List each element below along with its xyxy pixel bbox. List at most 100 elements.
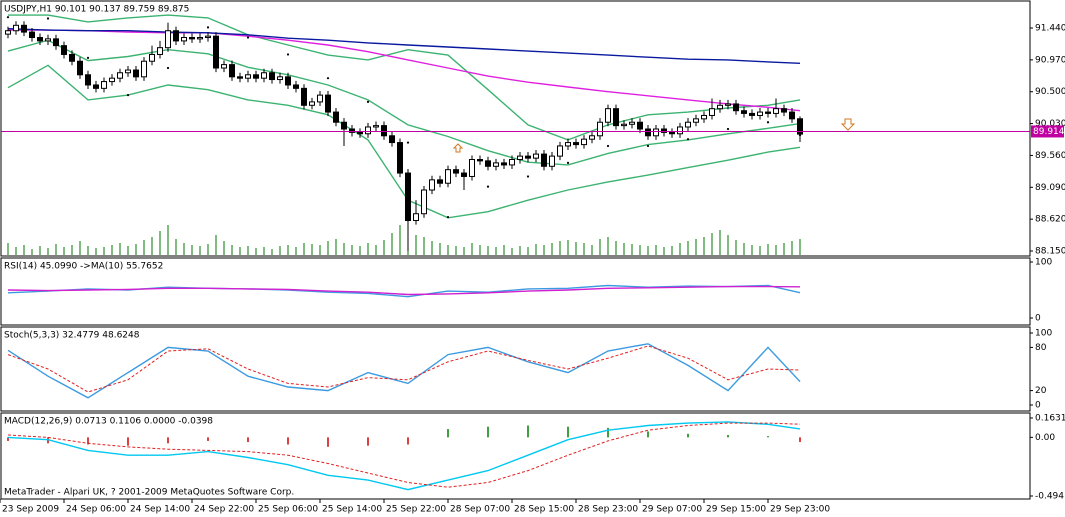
candle-body — [533, 153, 539, 159]
sar-dot — [46, 17, 50, 20]
candle-body — [269, 72, 275, 81]
y-tick-label: -0.494 — [1035, 492, 1064, 502]
indicator-line — [7, 421, 801, 491]
sar-dot — [606, 144, 610, 148]
candle-body — [677, 126, 683, 135]
candle-body — [421, 189, 427, 215]
candle-body — [765, 111, 771, 114]
candle-body — [213, 35, 219, 69]
x-tick-label: 29 Sep 23:00 — [770, 505, 830, 515]
candle-body — [509, 159, 515, 166]
candle-body — [29, 31, 35, 39]
candle-body — [605, 108, 611, 123]
candle-body — [709, 108, 715, 116]
candle-body — [701, 114, 707, 120]
candle-body — [653, 128, 659, 137]
x-tick-label: 29 Sep 15:00 — [706, 505, 766, 515]
candle-body — [109, 77, 115, 83]
candle-body — [749, 112, 755, 116]
panel-frame — [0, 257, 1031, 326]
sar-dot — [286, 53, 290, 56]
candle-body — [37, 37, 43, 42]
y-tick-label: 90.500 — [1035, 87, 1065, 97]
candle-body — [621, 123, 627, 127]
indicator-line — [8, 14, 801, 141]
sar-dot — [246, 36, 250, 39]
x-tick-label: 25 Sep 14:00 — [322, 505, 382, 515]
candle-body — [389, 135, 395, 144]
x-tick-label: 25 Sep 06:00 — [258, 505, 318, 515]
candle-body — [549, 155, 555, 167]
sar-dot — [486, 185, 490, 188]
sar-dot — [726, 127, 730, 131]
candle-body — [93, 84, 99, 89]
sar-dot — [406, 141, 410, 144]
x-tick-label: 28 Sep 23:00 — [578, 505, 638, 515]
candle-body — [629, 121, 635, 125]
candle-body — [125, 69, 131, 74]
y-tick-label: 90.970 — [1035, 55, 1065, 65]
indicator-line — [8, 29, 801, 112]
sar-dot — [166, 66, 170, 70]
candle-body — [773, 108, 779, 114]
buy-arrow — [452, 143, 464, 153]
candle-body — [717, 104, 723, 110]
candle-body — [301, 87, 307, 106]
candle-body — [21, 24, 27, 33]
candle-body — [445, 169, 451, 184]
candle-body — [405, 172, 411, 222]
y-tick-label: 88.620 — [1035, 215, 1065, 225]
candle-body — [597, 121, 603, 137]
candle-body — [261, 72, 267, 79]
candle-body — [661, 128, 667, 133]
sar-dot — [6, 16, 10, 19]
candle-body — [45, 38, 51, 42]
candle-body — [781, 108, 787, 113]
indicator-line — [7, 343, 801, 399]
candle-body — [117, 72, 123, 79]
sar-dot — [126, 94, 130, 97]
sell-arrow — [840, 118, 856, 131]
candle-body — [397, 142, 403, 174]
price-label: 89.914 — [1033, 127, 1065, 137]
candle-body — [229, 64, 235, 78]
x-tick-label: 24 Sep 14:00 — [130, 505, 190, 515]
candle-body — [493, 162, 499, 167]
y-tick-label: 0 — [1035, 401, 1041, 411]
sar-dot — [566, 161, 570, 164]
candle-body — [157, 47, 163, 55]
candle-body — [517, 155, 523, 161]
sar-dot — [766, 121, 770, 124]
candle-body — [477, 159, 483, 162]
candle-body — [349, 128, 355, 133]
candle-body — [381, 125, 387, 137]
panel-title: Stoch(5,3,3) 32.4779 48.6248 — [4, 331, 140, 341]
candle-body — [277, 76, 283, 81]
candle-body — [221, 64, 227, 69]
sar-dot — [446, 216, 450, 219]
y-tick-label: 91.440 — [1035, 24, 1065, 34]
candle-body — [373, 125, 379, 128]
y-tick-label: 89.560 — [1035, 151, 1065, 161]
candle-body — [149, 53, 155, 62]
x-tick-label: 24 Sep 06:00 — [66, 505, 126, 515]
candle-body — [525, 155, 531, 159]
candle-body — [613, 108, 619, 127]
panel-title: MACD(12,26,9) 0.0713 0.1106 0.0000 -0.03… — [4, 417, 213, 427]
candle-body — [581, 138, 587, 146]
indicator-line — [7, 345, 801, 393]
candle-body — [61, 45, 67, 55]
candle-body — [173, 30, 179, 42]
candle-body — [333, 111, 339, 123]
candle-body — [741, 110, 747, 114]
candle-body — [85, 74, 91, 86]
sar-dot — [326, 77, 330, 80]
sar-dot — [366, 100, 370, 103]
sar-dot — [206, 26, 210, 29]
indicator-line — [7, 285, 801, 296]
candle-body — [325, 94, 331, 113]
candle-body — [13, 24, 19, 32]
y-tick-label: 89.090 — [1035, 183, 1065, 193]
candle-body — [789, 111, 795, 120]
x-tick-label: 28 Sep 15:00 — [514, 505, 574, 515]
